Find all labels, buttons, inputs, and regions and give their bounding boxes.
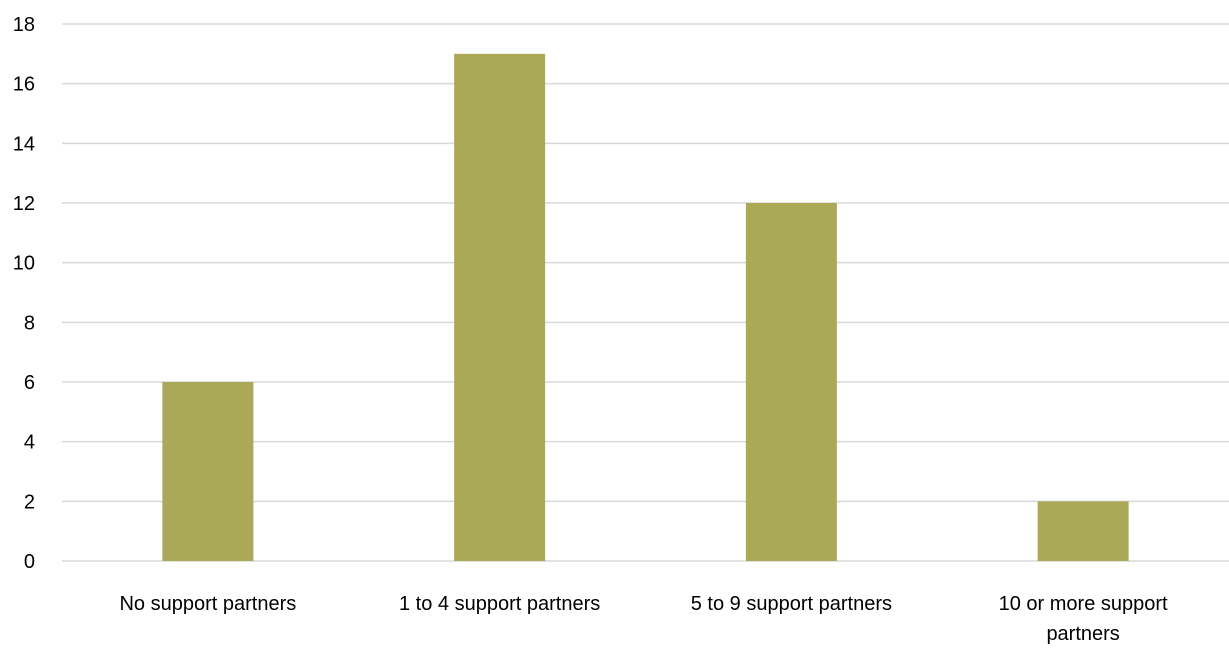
x-category-label-line: partners [1046,623,1119,645]
bar [1037,501,1129,561]
y-tick-label: 4 [24,432,35,454]
y-tick-label: 12 [13,193,35,215]
x-category-label: 1 to 4 support partners [399,593,600,615]
x-category-label-line: No support partners [119,593,296,615]
bars [162,53,1129,561]
y-tick-label: 2 [24,491,35,513]
x-category-label-line: 5 to 9 support partners [691,593,892,615]
gridlines [62,23,1229,562]
bar [454,53,546,561]
x-category-label-line: 1 to 4 support partners [399,593,600,615]
x-category-label-line: 10 or more support [999,593,1168,615]
bar [162,382,254,561]
y-tick-label: 14 [13,133,35,155]
x-category-label: 10 or more support partners [999,593,1168,645]
bar [745,203,837,561]
x-axis-category-labels: No support partners 1 to 4 support partne… [119,593,1168,645]
x-category-label: No support partners [119,593,296,615]
y-tick-label: 10 [13,253,35,275]
y-tick-label: 18 [13,14,35,36]
y-tick-label: 6 [24,372,35,394]
y-tick-label: 0 [24,551,35,573]
y-axis-tick-labels: 0 2 4 6 8 10 12 14 16 18 [13,14,35,573]
y-tick-label: 16 [13,74,35,96]
y-tick-label: 8 [24,312,35,334]
x-category-label: 5 to 9 support partners [691,593,892,615]
